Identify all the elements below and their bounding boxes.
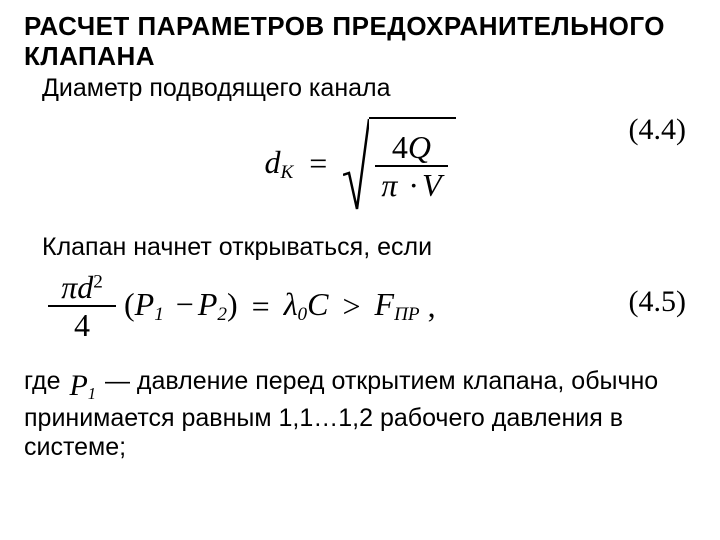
text-p1-definition: — давление перед открытием клапана, обыч…: [24, 367, 658, 461]
sub-0: 0: [298, 304, 308, 325]
var-V: V: [422, 167, 442, 203]
open-paren: (: [124, 286, 135, 322]
inline-P1: P1: [67, 369, 98, 404]
fraction-4Q-over-piV: 4Q π ·V: [375, 129, 447, 203]
eq44-lhs: dK: [264, 144, 293, 184]
sub-1: 1: [88, 384, 96, 403]
paragraph-where-p1: где P1 — давление перед открытием клапан…: [24, 367, 696, 462]
sqrt-icon: 4Q π ·V: [343, 117, 455, 211]
equation-4-5-body: πd2 4 (P1 −P2) = λ0C > FПР ,: [48, 269, 436, 343]
denominator: 4: [68, 307, 96, 343]
term-Fpr: FПР: [375, 286, 420, 326]
equals-sign: =: [246, 288, 276, 325]
sub-K: K: [280, 161, 293, 182]
sub-1: 1: [154, 304, 164, 325]
var-P: P: [69, 369, 87, 402]
var-P: P: [135, 286, 155, 322]
term-lambda0C: λ0C: [284, 286, 329, 326]
dot-operator: ·: [405, 167, 422, 203]
equation-number-4-4: (4.4): [629, 113, 686, 147]
equals-sign: =: [303, 145, 333, 182]
radicand: 4Q π ·V: [369, 117, 455, 211]
digit-4: 4: [392, 129, 408, 165]
text-where: где: [24, 367, 61, 395]
sub-PR: ПР: [394, 304, 420, 325]
sub-2: 2: [217, 304, 227, 325]
page-title: РАСЧЕТ ПАРАМЕТРОВ ПРЕДОХРАНИТЕЛЬНОГО КЛА…: [24, 12, 696, 72]
comma: ,: [428, 288, 436, 325]
var-d: d: [264, 144, 280, 180]
minus-sign: −: [172, 286, 198, 322]
close-paren: ): [227, 286, 238, 322]
var-Q: Q: [408, 129, 431, 165]
var-C: C: [307, 286, 328, 322]
term-p1-minus-p2: (P1 −P2): [124, 286, 238, 326]
equation-4-4-body: dK = 4Q π ·V: [264, 117, 455, 211]
numerator: 4Q: [386, 129, 437, 165]
equation-4-4: dK = 4Q π ·V: [24, 109, 696, 219]
var-F: F: [375, 286, 395, 322]
paragraph-valve-opens: Клапан начнет открываться, если: [24, 233, 696, 262]
var-d: d: [77, 269, 93, 305]
denominator: π ·V: [375, 167, 447, 203]
lambda-symbol: λ: [284, 286, 298, 322]
radical-sign-icon: [343, 117, 369, 211]
pi-symbol: π: [381, 167, 397, 203]
equation-number-4-5: (4.5): [629, 285, 686, 319]
var-P: P: [198, 286, 218, 322]
numerator: πd2: [55, 269, 109, 305]
greater-than-sign: >: [336, 288, 366, 325]
exponent-2: 2: [93, 272, 103, 293]
pi-symbol: π: [61, 269, 77, 305]
fraction-pid2-over-4: πd2 4: [48, 269, 116, 343]
paragraph-d-channel: Диаметр подводящего канала: [24, 74, 696, 103]
equation-4-5: πd2 4 (P1 −P2) = λ0C > FПР , (4.5): [24, 267, 696, 345]
